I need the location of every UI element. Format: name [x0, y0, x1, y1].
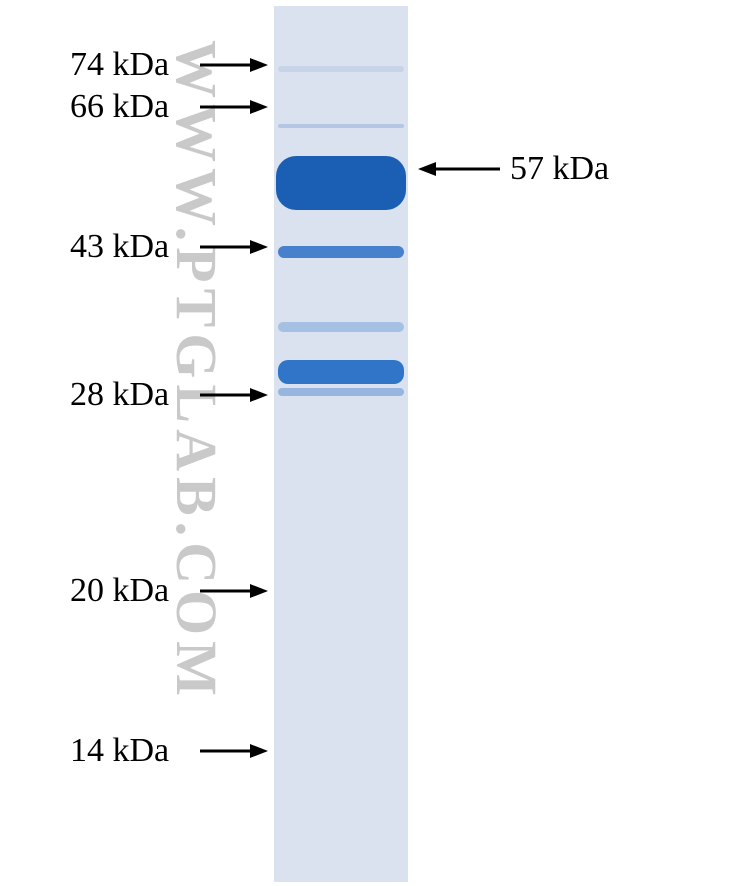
gel-band: [276, 156, 406, 210]
arrow-icon: [416, 159, 520, 179]
marker-label: 20 kDa: [70, 574, 169, 608]
gel-band: [278, 246, 404, 258]
marker-label: 66 kDa: [70, 90, 169, 124]
marker-label: 28 kDa: [70, 378, 169, 412]
gel-band: [278, 388, 404, 396]
arrow-icon: [198, 97, 288, 117]
gel-band: [278, 66, 404, 72]
arrow-icon: [198, 55, 288, 75]
arrow-icon: [198, 741, 288, 761]
arrow-icon: [198, 581, 288, 601]
marker-label: 74 kDa: [70, 48, 169, 82]
marker-label: 14 kDa: [70, 734, 169, 768]
marker-label: 43 kDa: [70, 230, 169, 264]
arrow-icon: [198, 385, 288, 405]
gel-band: [278, 322, 404, 332]
target-label: 57 kDa: [510, 152, 609, 186]
gel-lane: [274, 6, 408, 882]
gel-band: [278, 124, 404, 128]
gel-band: [278, 360, 404, 384]
watermark-text: WWW.PTGLAB.COM: [163, 40, 230, 702]
arrow-icon: [198, 237, 288, 257]
